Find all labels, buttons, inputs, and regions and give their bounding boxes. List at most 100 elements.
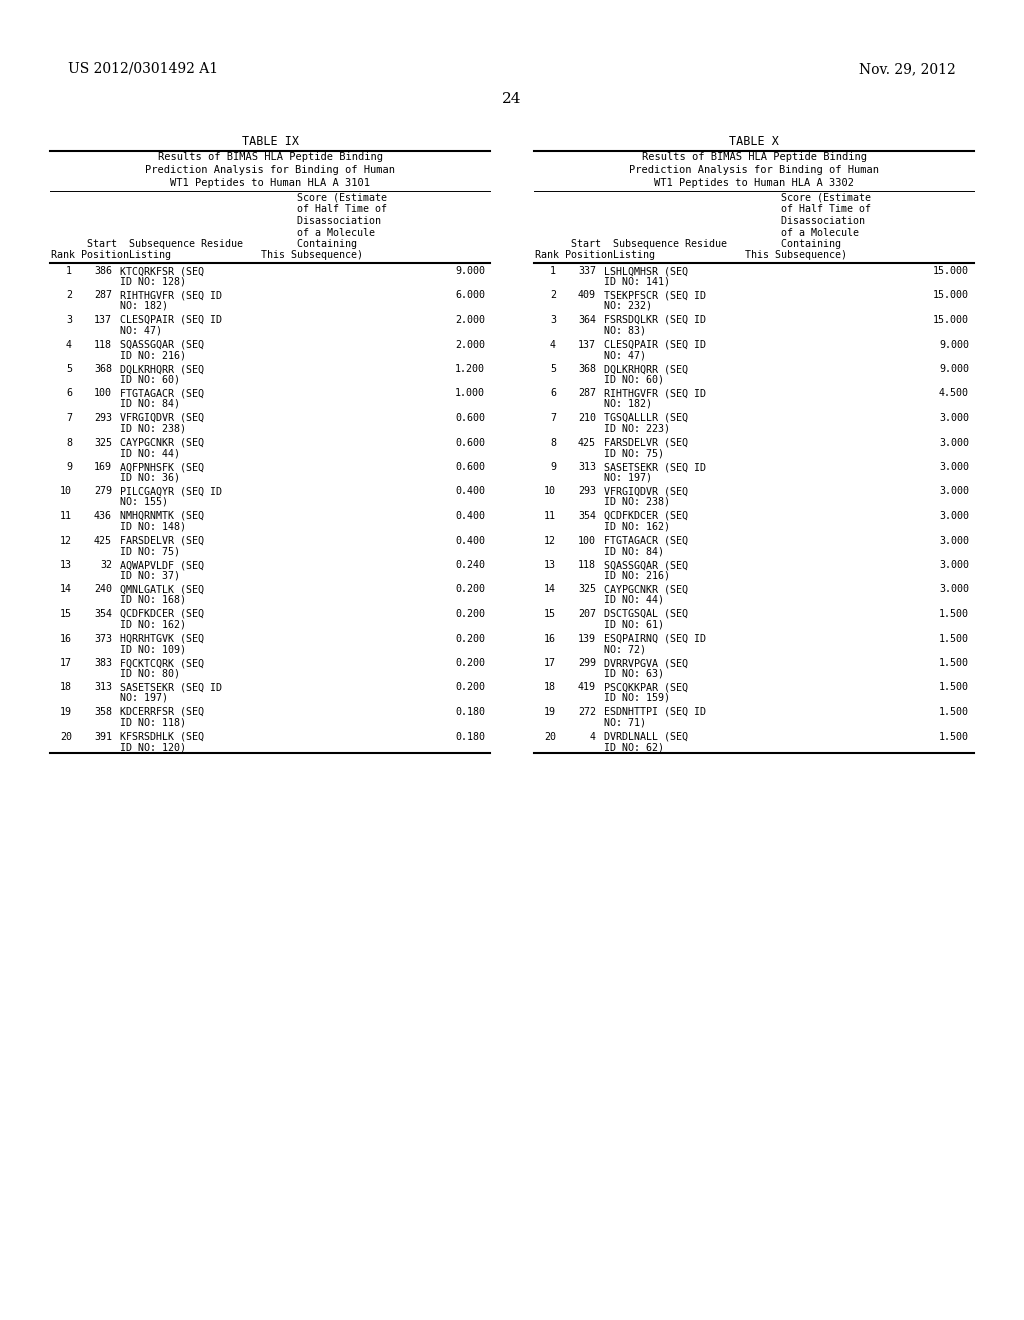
- Text: 1: 1: [550, 267, 556, 276]
- Text: 3: 3: [550, 315, 556, 325]
- Text: 364: 364: [578, 315, 596, 325]
- Text: DSCTGSQAL (SEQ: DSCTGSQAL (SEQ: [604, 609, 688, 619]
- Text: 24: 24: [502, 92, 522, 106]
- Text: 137: 137: [578, 339, 596, 350]
- Text: 3.000: 3.000: [939, 560, 969, 570]
- Text: NO: 197): NO: 197): [604, 473, 652, 483]
- Text: 3.000: 3.000: [939, 462, 969, 473]
- Text: 287: 287: [578, 388, 596, 399]
- Text: 386: 386: [94, 267, 112, 276]
- Text: 9.000: 9.000: [455, 267, 485, 276]
- Text: of a Molecule: of a Molecule: [51, 227, 375, 238]
- Text: 0.400: 0.400: [455, 511, 485, 521]
- Text: SASETSEKR (SEQ ID: SASETSEKR (SEQ ID: [120, 682, 222, 693]
- Text: KDCERRFSR (SEQ: KDCERRFSR (SEQ: [120, 708, 204, 717]
- Text: 137: 137: [94, 315, 112, 325]
- Text: RIHTHGVFR (SEQ ID: RIHTHGVFR (SEQ ID: [120, 290, 222, 301]
- Text: 7: 7: [550, 413, 556, 422]
- Text: TABLE X: TABLE X: [729, 135, 779, 148]
- Text: 2.000: 2.000: [455, 315, 485, 325]
- Text: 293: 293: [94, 413, 112, 422]
- Text: 6.000: 6.000: [455, 290, 485, 301]
- Text: KFSRSDHLK (SEQ: KFSRSDHLK (SEQ: [120, 731, 204, 742]
- Text: 354: 354: [94, 609, 112, 619]
- Text: FARSDELVR (SEQ: FARSDELVR (SEQ: [120, 536, 204, 545]
- Text: ID NO: 238): ID NO: 238): [604, 498, 670, 507]
- Text: Results of BIMAS HLA Peptide Binding: Results of BIMAS HLA Peptide Binding: [641, 153, 866, 162]
- Text: 9: 9: [550, 462, 556, 473]
- Text: 1.500: 1.500: [939, 731, 969, 742]
- Text: 12: 12: [544, 536, 556, 545]
- Text: 0.200: 0.200: [455, 682, 485, 693]
- Text: 15.000: 15.000: [933, 315, 969, 325]
- Text: 436: 436: [94, 511, 112, 521]
- Text: NO: 182): NO: 182): [120, 301, 168, 312]
- Text: DVRRVPGVA (SEQ: DVRRVPGVA (SEQ: [604, 657, 688, 668]
- Text: 6: 6: [66, 388, 72, 399]
- Text: 313: 313: [578, 462, 596, 473]
- Text: CLESQPAIR (SEQ ID: CLESQPAIR (SEQ ID: [604, 339, 706, 350]
- Text: 207: 207: [578, 609, 596, 619]
- Text: ID NO: 36): ID NO: 36): [120, 473, 180, 483]
- Text: 10: 10: [60, 487, 72, 496]
- Text: 18: 18: [544, 682, 556, 693]
- Text: Score (Estimate: Score (Estimate: [51, 193, 387, 203]
- Text: ID NO: 159): ID NO: 159): [604, 693, 670, 704]
- Text: 325: 325: [578, 585, 596, 594]
- Text: 3.000: 3.000: [939, 413, 969, 422]
- Text: SASETSEKR (SEQ ID: SASETSEKR (SEQ ID: [604, 462, 706, 473]
- Text: 13: 13: [60, 560, 72, 570]
- Text: ID NO: 216): ID NO: 216): [604, 570, 670, 581]
- Text: 337: 337: [578, 267, 596, 276]
- Text: ID NO: 168): ID NO: 168): [120, 595, 186, 605]
- Text: 1.500: 1.500: [939, 609, 969, 619]
- Text: AQFPNHSFK (SEQ: AQFPNHSFK (SEQ: [120, 462, 204, 473]
- Text: ID NO: 148): ID NO: 148): [120, 521, 186, 532]
- Text: 118: 118: [94, 339, 112, 350]
- Text: 14: 14: [60, 585, 72, 594]
- Text: of Half Time of: of Half Time of: [535, 205, 871, 214]
- Text: 2.000: 2.000: [455, 339, 485, 350]
- Text: TABLE IX: TABLE IX: [242, 135, 299, 148]
- Text: 2: 2: [550, 290, 556, 301]
- Text: ID NO: 61): ID NO: 61): [604, 619, 664, 630]
- Text: 15: 15: [544, 609, 556, 619]
- Text: 13: 13: [544, 560, 556, 570]
- Text: ID NO: 118): ID NO: 118): [120, 718, 186, 727]
- Text: 368: 368: [94, 364, 112, 374]
- Text: 19: 19: [60, 708, 72, 717]
- Text: 425: 425: [578, 437, 596, 447]
- Text: 0.200: 0.200: [455, 657, 485, 668]
- Text: 0.400: 0.400: [455, 487, 485, 496]
- Text: 287: 287: [94, 290, 112, 301]
- Text: ID NO: 162): ID NO: 162): [604, 521, 670, 532]
- Text: 0.180: 0.180: [455, 708, 485, 717]
- Text: PSCQKKPAR (SEQ: PSCQKKPAR (SEQ: [604, 682, 688, 693]
- Text: ID NO: 37): ID NO: 37): [120, 570, 180, 581]
- Text: FQCKTCQRK (SEQ: FQCKTCQRK (SEQ: [120, 657, 204, 668]
- Text: HQRRHTGVK (SEQ: HQRRHTGVK (SEQ: [120, 634, 204, 644]
- Text: 383: 383: [94, 657, 112, 668]
- Text: KTCQRKFSR (SEQ: KTCQRKFSR (SEQ: [120, 267, 204, 276]
- Text: TGSQALLLR (SEQ: TGSQALLLR (SEQ: [604, 413, 688, 422]
- Text: NO: 83): NO: 83): [604, 326, 646, 335]
- Text: 325: 325: [94, 437, 112, 447]
- Text: 3.000: 3.000: [939, 487, 969, 496]
- Text: of Half Time of: of Half Time of: [51, 205, 387, 214]
- Text: 11: 11: [60, 511, 72, 521]
- Text: DVRDLNALL (SEQ: DVRDLNALL (SEQ: [604, 731, 688, 742]
- Text: 100: 100: [578, 536, 596, 545]
- Text: 0.600: 0.600: [455, 437, 485, 447]
- Text: Results of BIMAS HLA Peptide Binding: Results of BIMAS HLA Peptide Binding: [158, 153, 383, 162]
- Text: 8: 8: [66, 437, 72, 447]
- Text: 1.200: 1.200: [455, 364, 485, 374]
- Text: 368: 368: [578, 364, 596, 374]
- Text: 19: 19: [544, 708, 556, 717]
- Text: 3.000: 3.000: [939, 585, 969, 594]
- Text: NO: 71): NO: 71): [604, 718, 646, 727]
- Text: ID NO: 60): ID NO: 60): [604, 375, 664, 384]
- Text: FTGTAGACR (SEQ: FTGTAGACR (SEQ: [604, 536, 688, 545]
- Text: 299: 299: [578, 657, 596, 668]
- Text: TSEKPFSCR (SEQ ID: TSEKPFSCR (SEQ ID: [604, 290, 706, 301]
- Text: NMHQRNMTK (SEQ: NMHQRNMTK (SEQ: [120, 511, 204, 521]
